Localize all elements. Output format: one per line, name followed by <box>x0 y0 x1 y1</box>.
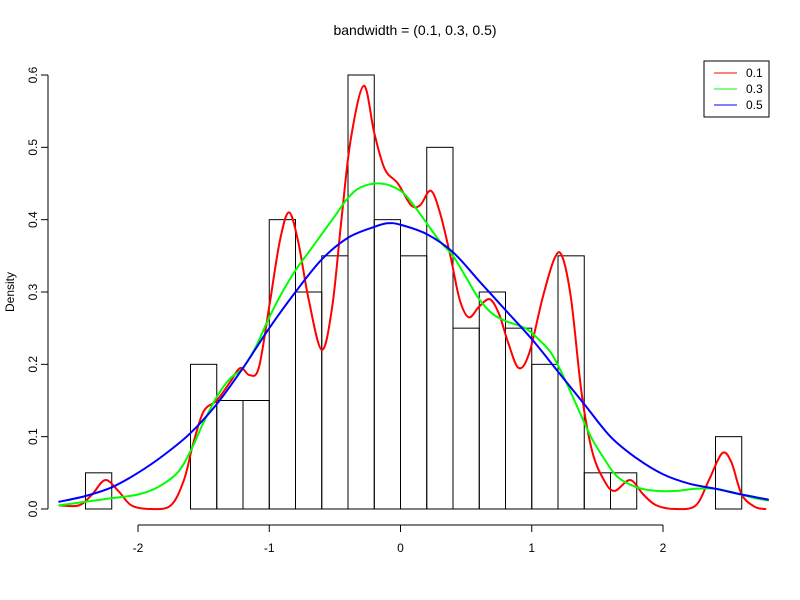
x-axis: -2 -1 0 1 2 <box>133 524 667 555</box>
legend-label: 0.5 <box>746 98 763 112</box>
histogram-bar <box>242 400 270 510</box>
y-axis-label: Density <box>3 272 17 312</box>
histogram-bar <box>583 472 611 510</box>
histogram-bar <box>400 255 428 510</box>
legend-label: 0.1 <box>746 66 763 80</box>
chart-title: bandwidth = (0.1, 0.3, 0.5) <box>333 22 496 38</box>
y-tick-label: 0.0 <box>26 500 40 517</box>
histogram-bar <box>452 327 480 510</box>
histogram-bar <box>557 255 585 510</box>
histogram-bar <box>531 363 559 510</box>
density-line-0-1 <box>58 84 767 511</box>
histogram-bar <box>268 219 296 510</box>
y-axis: 0.0 0.1 0.2 0.3 0.4 0.5 0.6 <box>26 66 49 517</box>
histogram-bar <box>715 436 743 510</box>
legend: 0.1 0.3 0.5 <box>703 60 770 118</box>
y-tick-label: 0.2 <box>26 356 40 373</box>
legend-label: 0.3 <box>746 82 763 96</box>
histogram-bar <box>295 291 323 510</box>
density-line-0-3 <box>58 182 769 507</box>
y-tick-label: 0.3 <box>26 283 40 300</box>
x-tick-label: 1 <box>528 541 535 555</box>
histogram-bar <box>347 74 375 510</box>
y-tick-label: 0.6 <box>26 66 40 83</box>
histogram-bar <box>373 219 401 510</box>
y-tick-label: 0.4 <box>26 211 40 228</box>
histogram-bar <box>85 472 113 510</box>
histogram-bars <box>85 74 743 510</box>
x-tick-label: 0 <box>397 541 404 555</box>
x-tick-label: -2 <box>133 541 144 555</box>
histogram-bar <box>610 472 638 510</box>
legend-items: 0.1 0.3 0.5 <box>714 66 763 112</box>
density-line-0-5 <box>58 222 769 503</box>
histogram-bar <box>426 146 454 510</box>
x-tick-label: 2 <box>660 541 667 555</box>
y-tick-label: 0.1 <box>26 428 40 445</box>
histogram-bar <box>216 400 244 510</box>
y-tick-label: 0.5 <box>26 139 40 156</box>
x-tick-label: -1 <box>264 541 275 555</box>
density-curves <box>58 84 769 511</box>
